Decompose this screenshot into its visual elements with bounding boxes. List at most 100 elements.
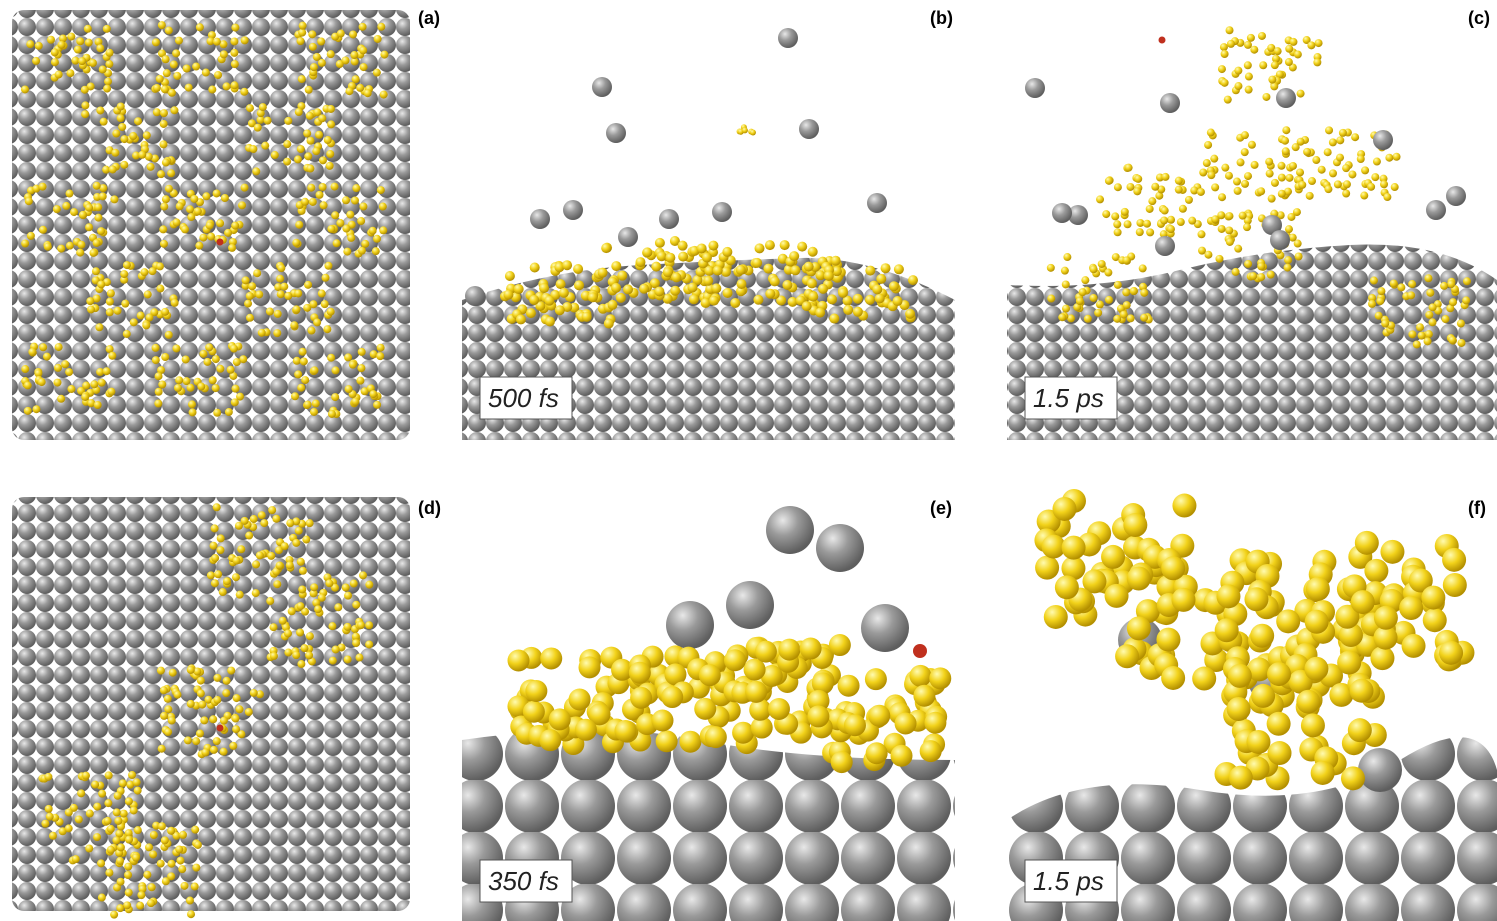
atom [713, 266, 723, 276]
atom [815, 308, 825, 318]
atom [79, 211, 87, 219]
atom [21, 85, 29, 93]
atom [1243, 223, 1251, 231]
atom [1207, 171, 1215, 179]
atom [125, 797, 133, 805]
atom [124, 871, 132, 879]
atom [189, 408, 197, 416]
atom [1211, 183, 1219, 191]
atom [313, 318, 321, 326]
atom [160, 686, 168, 694]
atom [159, 225, 167, 233]
atom [175, 845, 183, 853]
atom [1224, 96, 1232, 104]
atom [21, 240, 29, 248]
atom [1146, 228, 1154, 236]
atom [213, 409, 221, 417]
atom [67, 385, 75, 393]
atom [128, 771, 136, 779]
atom [1267, 662, 1291, 686]
atom [187, 384, 195, 392]
atom [708, 241, 718, 251]
atom [723, 288, 733, 298]
atom [305, 651, 313, 659]
atom [373, 401, 381, 409]
atom [1232, 268, 1240, 276]
atom [85, 844, 93, 852]
atom [1306, 577, 1330, 601]
atom [1281, 137, 1289, 145]
atom [315, 131, 323, 139]
atom [1449, 298, 1457, 306]
atom [1301, 713, 1325, 737]
atom [1351, 133, 1359, 141]
atom [1098, 260, 1106, 268]
atom [165, 331, 173, 339]
atom [789, 251, 799, 261]
atom [295, 221, 303, 229]
atom [699, 664, 721, 686]
atom [1462, 296, 1470, 304]
atom [298, 75, 306, 83]
atom [1285, 45, 1293, 53]
atom [555, 305, 565, 315]
atom [807, 278, 817, 288]
atom [529, 295, 539, 305]
atom [206, 221, 214, 229]
atom [1058, 313, 1066, 321]
atom [250, 515, 258, 523]
atom [292, 651, 300, 659]
atom [816, 524, 864, 572]
atom [93, 182, 101, 190]
atom [1373, 158, 1381, 166]
atom [299, 348, 307, 356]
atom [1391, 183, 1399, 191]
atom [623, 284, 633, 294]
atom [230, 37, 238, 45]
atom [1343, 180, 1351, 188]
atom [156, 285, 164, 293]
atom [1062, 536, 1086, 560]
atom [32, 405, 40, 413]
atom [1348, 718, 1372, 742]
atom [1052, 497, 1076, 521]
atom [1267, 271, 1275, 279]
atom [678, 241, 688, 251]
atom [875, 293, 885, 303]
atom [559, 288, 569, 298]
atom [67, 33, 75, 41]
atom [148, 883, 156, 891]
atom [750, 130, 756, 136]
atom [315, 191, 323, 199]
atom [342, 56, 350, 64]
atom [99, 65, 107, 73]
atom [306, 632, 314, 640]
atom [1139, 264, 1147, 272]
atom [705, 726, 727, 748]
atom [544, 296, 554, 306]
atom [62, 202, 70, 210]
atom [1249, 272, 1257, 280]
atom [1448, 336, 1456, 344]
atom [46, 813, 54, 821]
atom [158, 822, 166, 830]
atom [1416, 323, 1424, 331]
atom [1257, 187, 1265, 195]
atom [231, 60, 239, 68]
atom [99, 192, 107, 200]
atom [1311, 761, 1335, 785]
atom [173, 218, 181, 226]
atom [1424, 274, 1432, 282]
atom [1294, 50, 1302, 58]
atom [230, 81, 238, 89]
atom [1246, 730, 1270, 754]
atom [299, 567, 307, 575]
atom [212, 355, 220, 363]
atom [290, 321, 298, 329]
atom [194, 207, 202, 215]
atom [1204, 251, 1212, 259]
atom [1271, 61, 1279, 69]
atom [310, 408, 318, 416]
atom [1306, 192, 1314, 200]
atom [277, 264, 285, 272]
